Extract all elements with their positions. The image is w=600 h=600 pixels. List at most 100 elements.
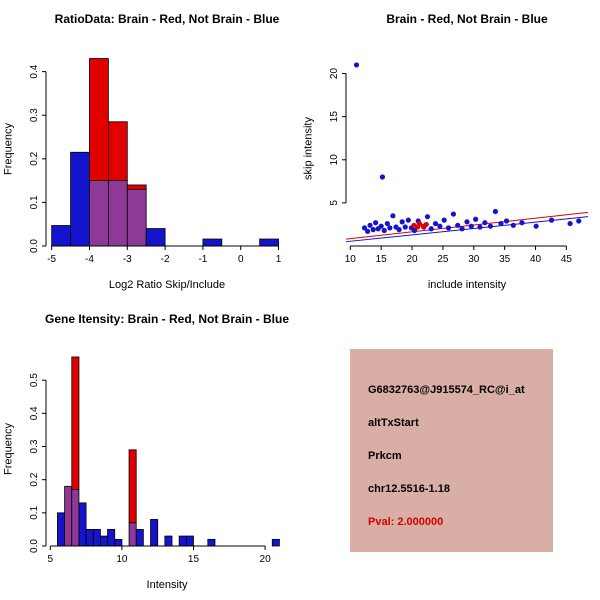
overlap-bar	[128, 522, 137, 547]
y-tick-label: 0.4	[29, 64, 40, 78]
data-point	[455, 222, 461, 228]
panel-gene-info: G6832763@J915574_RC@i_at altTxStart Prkc…	[300, 300, 600, 600]
data-point	[567, 220, 573, 227]
scatter-title: Brain - Red, Not Brain - Blue	[386, 12, 548, 26]
overlap-bar	[107, 180, 128, 247]
y-tick-label: 15	[329, 111, 340, 123]
brain-bar	[128, 449, 137, 524]
not-brain-bar	[271, 538, 280, 547]
panel-gene-histogram: Gene Itensity: Brain - Red, Not Brain - …	[0, 300, 300, 600]
data-point	[373, 220, 379, 226]
data-point	[432, 220, 439, 227]
y-axis: 0.0 0.1 0.2 0.3 0.4	[29, 64, 47, 253]
not-brain-bar	[135, 529, 144, 547]
not-brain-bar	[85, 529, 94, 547]
overlap-bar	[71, 489, 80, 547]
not-brain-bar	[51, 225, 71, 247]
y-tick-label: 0.1	[29, 195, 40, 209]
points-brain	[411, 220, 429, 230]
ratio-hist-xlabel: Log2 Ratio Skip/Include	[108, 279, 226, 291]
brain-bar	[107, 121, 128, 182]
not-brain-bar	[92, 529, 101, 547]
gene-hist-title: Gene Itensity: Brain - Red, Not Brain - …	[44, 312, 290, 326]
data-point	[473, 216, 479, 222]
data-point	[548, 217, 555, 223]
y-tick-label: 10	[329, 154, 340, 166]
not-brain-bar	[70, 151, 90, 247]
histogram-bars	[51, 58, 279, 247]
scatter-xlabel: include intensity	[427, 279, 507, 291]
y-tick-label: 0.2	[29, 151, 40, 165]
overlap-bar	[89, 180, 109, 247]
y-tick-label: 0.3	[29, 108, 40, 122]
x-axis: 10 15 20 25 30 35 40 45	[345, 245, 572, 265]
x-tick-label: 35	[499, 254, 511, 265]
data-point	[482, 220, 488, 226]
scatter-ylabel: skip intensity	[302, 117, 315, 181]
data-point	[503, 218, 510, 224]
not-brain-bar	[207, 538, 216, 547]
pval-text: Pval: 2.000000	[368, 515, 444, 528]
ratio-histogram-plot: -5 -4 -3 -2 -1 0 1 0.0 0.1 0.2 0.3 0.4	[29, 58, 282, 265]
brain-bar	[89, 58, 109, 182]
x-tick-label: 10	[345, 254, 357, 265]
y-tick-label: 0.2	[29, 472, 40, 486]
not-brain-bar	[202, 238, 223, 247]
brain-bar	[71, 356, 80, 491]
x-tick-label: 30	[468, 254, 480, 265]
data-point	[498, 220, 504, 227]
x-tick-label: -4	[85, 254, 94, 265]
histogram-bars	[57, 356, 280, 547]
not-brain-bar	[107, 529, 116, 547]
gene-hist-ylabel: Frequency	[2, 423, 15, 475]
overlap-bar	[126, 188, 147, 247]
panel-ratio-histogram: RatioData: Brain - Red, Not Brain - Blue…	[0, 0, 300, 300]
gene-hist-xlabel: Intensity	[146, 579, 188, 591]
data-point	[437, 223, 443, 229]
data-point	[370, 227, 376, 233]
not-brain-bar	[178, 535, 187, 547]
x-tick-label: 1	[276, 254, 282, 265]
gene-info-box: G6832763@J915574_RC@i_at altTxStart Prkc…	[350, 349, 553, 552]
y-tick-label: 0.3	[29, 439, 40, 453]
x-tick-label: 10	[116, 554, 128, 565]
x-tick-label: -5	[47, 254, 56, 265]
not-brain-bar	[185, 535, 194, 547]
overlap-bar	[64, 485, 73, 547]
x-tick-label: -1	[198, 254, 207, 265]
gene-symbol-text: Prkcm	[368, 449, 402, 462]
x-tick-label: 40	[530, 254, 542, 265]
x-tick-label: -2	[161, 254, 170, 265]
data-point	[510, 222, 516, 228]
data-point	[361, 225, 368, 231]
data-point	[396, 227, 402, 233]
data-point	[402, 224, 408, 230]
data-point	[492, 208, 498, 215]
data-point	[365, 228, 371, 234]
data-point	[487, 223, 494, 229]
y-tick-label: 5	[329, 200, 340, 206]
intensity-scatter-plot: 10 15 20 25 30 35 40 45 5 10 15 20	[329, 62, 589, 265]
data-point	[367, 222, 373, 228]
data-point	[459, 226, 465, 232]
y-tick-label: 0.1	[29, 505, 40, 519]
fit-lines	[345, 211, 589, 243]
x-tick-label: 25	[437, 254, 449, 265]
x-axis: -5 -4 -3 -2 -1 0 1	[47, 245, 282, 265]
x-tick-label: 20	[406, 254, 418, 265]
data-point	[464, 219, 470, 225]
data-point	[381, 227, 387, 234]
ratio-hist-title: RatioData: Brain - Red, Not Brain - Blue	[54, 12, 280, 26]
not-brain-bar	[114, 538, 123, 547]
not-brain-bar	[100, 535, 108, 547]
x-tick-label: 15	[188, 554, 200, 565]
data-point	[519, 220, 525, 226]
data-point	[416, 220, 423, 227]
not-brain-bar	[259, 238, 279, 247]
data-point	[428, 226, 434, 232]
data-point	[399, 219, 405, 225]
y-axis: 0.0 0.1 0.2 0.3 0.4 0.5	[29, 373, 47, 553]
data-point	[379, 174, 386, 180]
x-tick-label: 5	[48, 554, 54, 565]
